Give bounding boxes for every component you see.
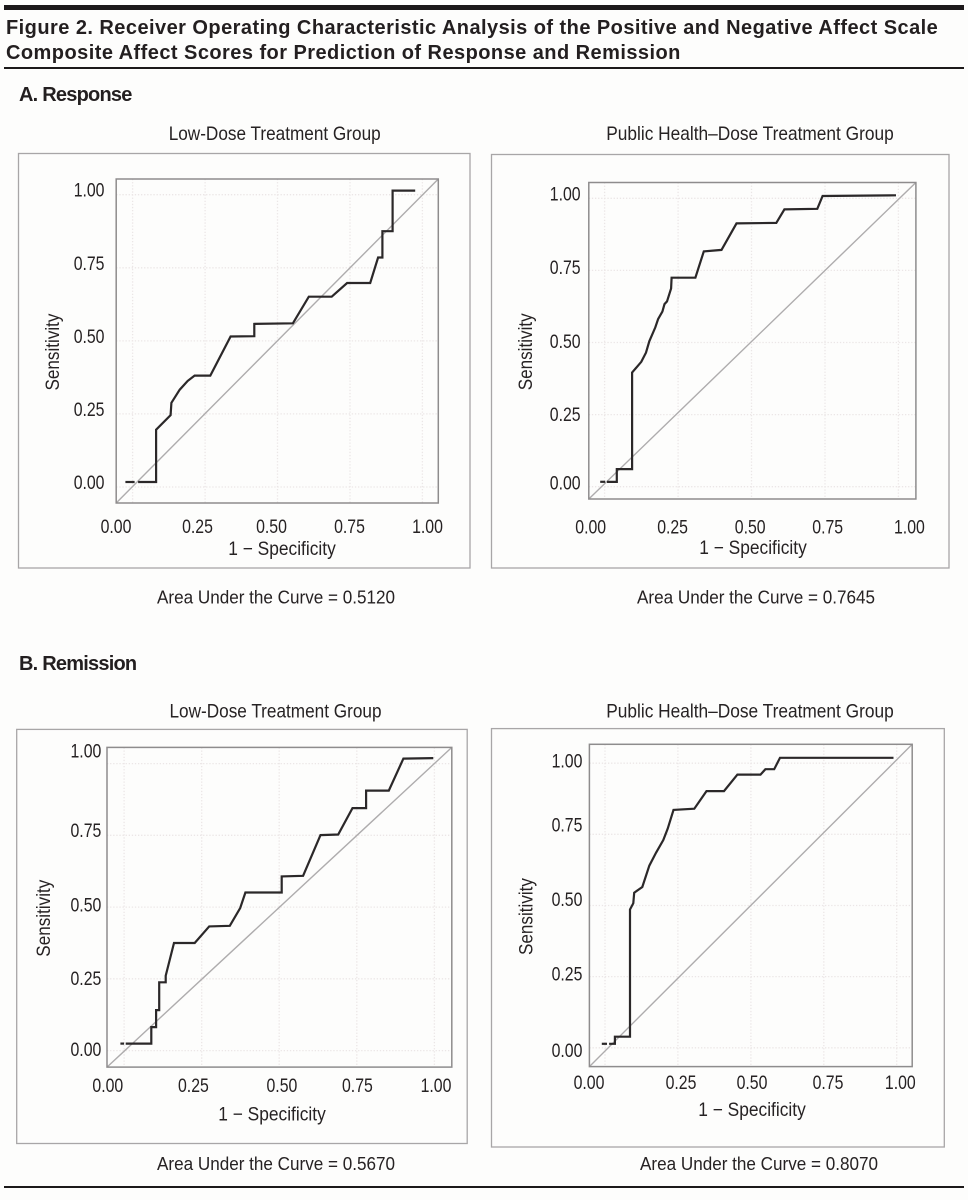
svg-text:0.25: 0.25 <box>666 1072 697 1094</box>
svg-text:1.00: 1.00 <box>552 750 583 772</box>
svg-text:0.75: 0.75 <box>71 820 102 842</box>
svg-text:0.00: 0.00 <box>574 1072 605 1094</box>
svg-text:Public Health–Dose Treatment G: Public Health–Dose Treatment Group <box>606 123 894 145</box>
svg-text:0.50: 0.50 <box>71 895 102 917</box>
svg-text:0.25: 0.25 <box>71 968 102 990</box>
svg-text:0.50: 0.50 <box>737 1072 768 1094</box>
svg-text:Public Health–Dose Treatment G: Public Health–Dose Treatment Group <box>606 701 894 723</box>
svg-text:1 − Specificity: 1 − Specificity <box>699 538 807 559</box>
svg-text:1.00: 1.00 <box>71 741 102 763</box>
svg-text:0.00: 0.00 <box>552 1040 583 1062</box>
svg-text:0.50: 0.50 <box>256 516 287 538</box>
svg-text:0.50: 0.50 <box>74 326 105 348</box>
svg-text:1.00: 1.00 <box>885 1072 916 1094</box>
svg-text:Area Under the Curve = 0.5120: Area Under the Curve = 0.5120 <box>157 587 395 608</box>
svg-text:Area Under the Curve = 0.8070: Area Under the Curve = 0.8070 <box>640 1153 878 1174</box>
svg-text:Low-Dose Treatment Group: Low-Dose Treatment Group <box>170 701 382 723</box>
svg-text:0.00: 0.00 <box>101 516 132 538</box>
svg-text:0.25: 0.25 <box>550 404 581 426</box>
svg-text:0.50: 0.50 <box>550 331 581 353</box>
svg-text:0.25: 0.25 <box>178 1075 209 1097</box>
svg-text:0.50: 0.50 <box>267 1075 298 1097</box>
svg-text:0.25: 0.25 <box>552 964 583 986</box>
svg-text:0.75: 0.75 <box>74 253 105 275</box>
svg-text:0.75: 0.75 <box>342 1075 373 1097</box>
svg-text:1.00: 1.00 <box>421 1075 452 1097</box>
svg-text:0.00: 0.00 <box>74 472 105 494</box>
svg-text:1 − Specificity: 1 − Specificity <box>218 1105 326 1126</box>
svg-text:0.75: 0.75 <box>334 516 365 538</box>
svg-text:1 − Specificity: 1 − Specificity <box>228 539 336 560</box>
svg-text:1.00: 1.00 <box>74 180 105 202</box>
svg-text:0.00: 0.00 <box>550 473 581 495</box>
svg-text:0.25: 0.25 <box>74 399 105 421</box>
svg-text:0.00: 0.00 <box>71 1039 102 1061</box>
svg-text:0.00: 0.00 <box>575 516 606 538</box>
svg-text:0.75: 0.75 <box>813 1072 844 1094</box>
svg-text:1.00: 1.00 <box>894 516 925 538</box>
svg-text:0.75: 0.75 <box>812 516 843 538</box>
svg-text:Area Under the Curve = 0.5670: Area Under the Curve = 0.5670 <box>157 1153 395 1174</box>
svg-text:0.25: 0.25 <box>182 516 213 538</box>
svg-text:Sensitivity: Sensitivity <box>516 313 537 390</box>
svg-text:Area Under the Curve = 0.7645: Area Under the Curve = 0.7645 <box>637 587 875 608</box>
svg-text:0.00: 0.00 <box>92 1075 123 1097</box>
svg-text:Sensitivity: Sensitivity <box>516 878 537 955</box>
svg-text:1.00: 1.00 <box>412 516 443 538</box>
svg-text:0.75: 0.75 <box>550 257 581 279</box>
svg-text:0.25: 0.25 <box>657 516 688 538</box>
svg-text:Low-Dose Treatment Group: Low-Dose Treatment Group <box>169 123 381 145</box>
svg-text:1 − Specificity: 1 − Specificity <box>698 1100 806 1121</box>
svg-text:1.00: 1.00 <box>550 184 581 206</box>
svg-text:0.75: 0.75 <box>552 815 583 837</box>
svg-text:0.50: 0.50 <box>735 516 766 538</box>
svg-text:Sensitivity: Sensitivity <box>34 879 55 956</box>
svg-text:0.50: 0.50 <box>552 889 583 911</box>
svg-text:Sensitivity: Sensitivity <box>43 313 64 390</box>
